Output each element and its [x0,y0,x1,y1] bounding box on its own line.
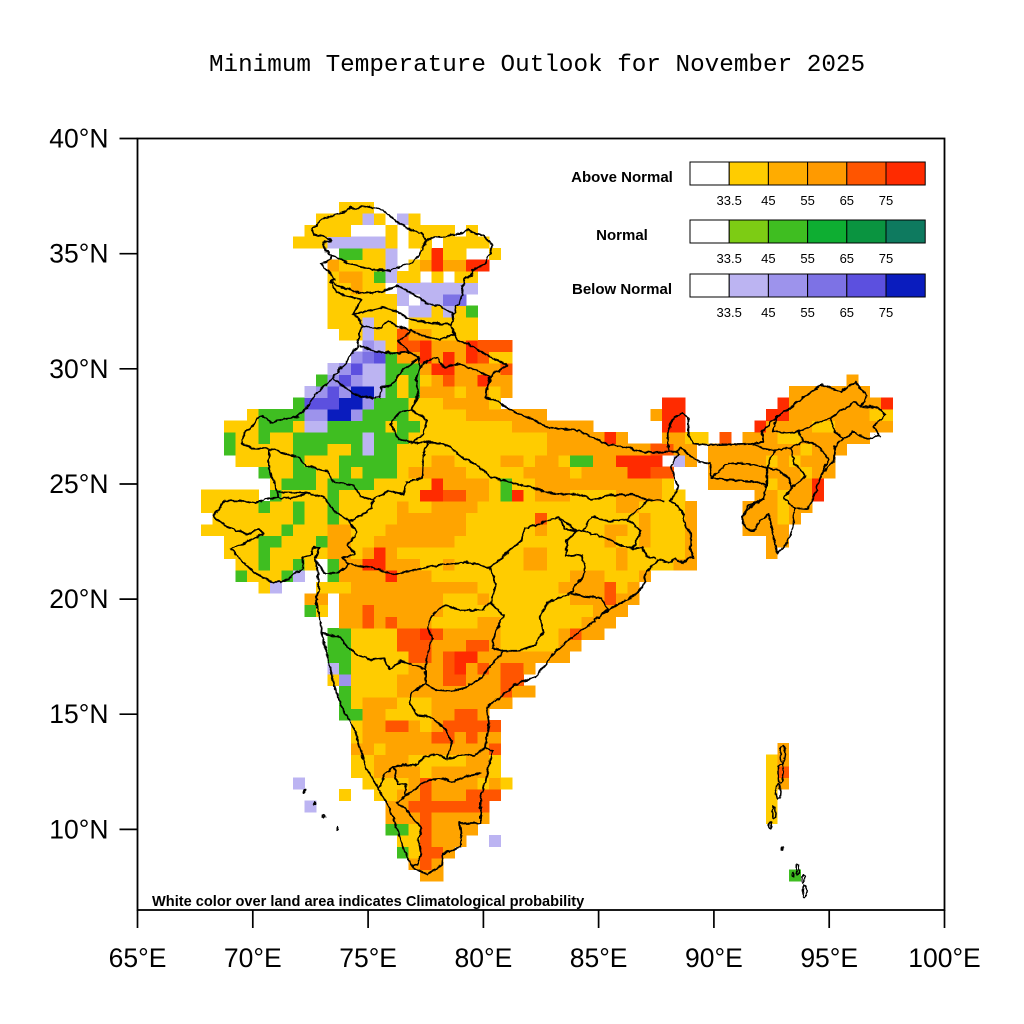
svg-text:30°N: 30°N [49,354,108,384]
svg-text:33.5: 33.5 [717,193,742,208]
svg-text:75: 75 [879,305,893,320]
svg-text:65: 65 [840,305,854,320]
svg-text:55: 55 [800,251,814,266]
svg-text:15°N: 15°N [49,699,108,729]
svg-text:55: 55 [800,305,814,320]
svg-text:45: 45 [761,251,775,266]
svg-text:Above Normal: Above Normal [571,169,673,186]
svg-text:75: 75 [879,193,893,208]
svg-text:20°N: 20°N [49,584,108,614]
svg-text:90°E: 90°E [685,943,743,973]
svg-text:100°E: 100°E [908,943,981,973]
svg-text:25°N: 25°N [49,469,108,499]
svg-text:Normal: Normal [596,227,648,244]
svg-text:35°N: 35°N [49,239,108,269]
svg-text:80°E: 80°E [455,943,513,973]
svg-text:45: 45 [761,193,775,208]
svg-text:10°N: 10°N [49,814,108,844]
svg-text:55: 55 [800,193,814,208]
svg-text:Minimum Temperature Outlook fo: Minimum Temperature Outlook for November… [209,52,865,79]
svg-text:40°N: 40°N [49,124,108,154]
svg-text:70°E: 70°E [224,943,282,973]
svg-text:33.5: 33.5 [717,305,742,320]
svg-text:33.5: 33.5 [717,251,742,266]
svg-text:95°E: 95°E [800,943,858,973]
svg-text:85°E: 85°E [570,943,628,973]
svg-text:65°E: 65°E [109,943,167,973]
svg-text:White color over land area ind: White color over land area indicates Cli… [152,894,585,910]
svg-text:75°E: 75°E [339,943,397,973]
svg-text:75: 75 [879,251,893,266]
svg-text:Below Normal: Below Normal [572,281,672,298]
svg-text:45: 45 [761,305,775,320]
svg-text:65: 65 [840,251,854,266]
svg-text:65: 65 [840,193,854,208]
